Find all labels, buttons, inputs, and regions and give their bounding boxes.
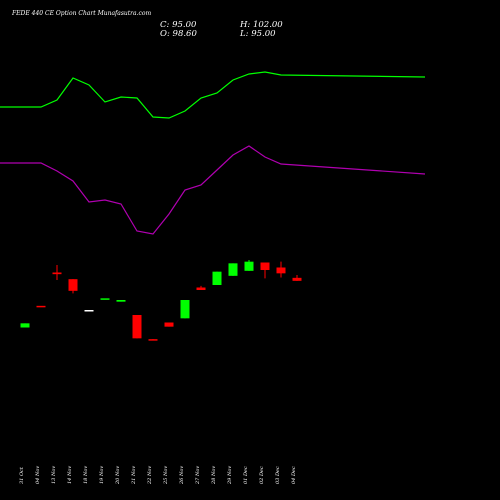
upper-indicator-line xyxy=(0,71,426,119)
candle-body xyxy=(100,298,110,300)
x-tick-label: 25 Nov xyxy=(163,466,169,485)
high-value: H: 102.00 xyxy=(240,20,283,30)
low-value: L: 95.00 xyxy=(240,29,276,39)
close-value: C: 95.00 xyxy=(160,20,197,30)
x-tick-label: 21 Nov xyxy=(131,466,137,485)
candle-body xyxy=(148,339,158,341)
candle-body xyxy=(164,322,174,327)
x-axis-labels: 31 Oct 04 Nov 13 Nov 14 Nov 18 Nov 19 Nov 20 N… xyxy=(19,466,297,485)
x-tick-label: 13 Nov xyxy=(51,466,57,484)
x-tick-label: 04 Nov xyxy=(35,466,41,484)
candle-body xyxy=(228,263,238,276)
candle-body xyxy=(36,305,46,308)
candles-group xyxy=(20,260,302,341)
candle-body xyxy=(20,323,30,328)
x-tick-label: 28 Nov xyxy=(211,466,217,485)
x-tick-label: 22 Nov xyxy=(147,466,153,485)
candle-body xyxy=(52,272,62,275)
candle-body xyxy=(180,300,190,319)
candle-body xyxy=(132,315,142,339)
x-tick-label: 19 Nov xyxy=(99,466,105,484)
x-tick-label: 04 Dec xyxy=(291,466,297,484)
candle-body xyxy=(244,261,254,271)
x-tick-label: 02 Dec xyxy=(259,466,265,484)
x-tick-label: 03 Dec xyxy=(275,466,281,484)
candle-body xyxy=(260,262,270,270)
candle-body xyxy=(68,279,78,291)
candle-body xyxy=(196,287,206,290)
candle-body xyxy=(84,310,94,312)
x-tick-label: 29 Nov xyxy=(227,466,233,485)
x-tick-label: 27 Nov xyxy=(195,466,201,485)
x-tick-label: 20 Nov xyxy=(115,466,121,485)
lower-indicator-line xyxy=(0,145,426,235)
x-tick-label: 18 Nov xyxy=(83,466,89,484)
chart-title: FEDE 440 CE Option Chart Munafasutra.com xyxy=(12,10,152,17)
open-value: O: 98.60 xyxy=(160,29,197,39)
x-tick-label: 31 Oct xyxy=(19,466,25,484)
x-tick-label: 01 Dec xyxy=(243,466,249,484)
x-tick-label: 26 Nov xyxy=(179,466,185,485)
candle-body xyxy=(116,300,126,302)
candle-body xyxy=(276,267,286,274)
candle-body xyxy=(292,277,302,281)
x-tick-label: 14 Nov xyxy=(67,466,73,484)
candle-body xyxy=(212,271,222,285)
